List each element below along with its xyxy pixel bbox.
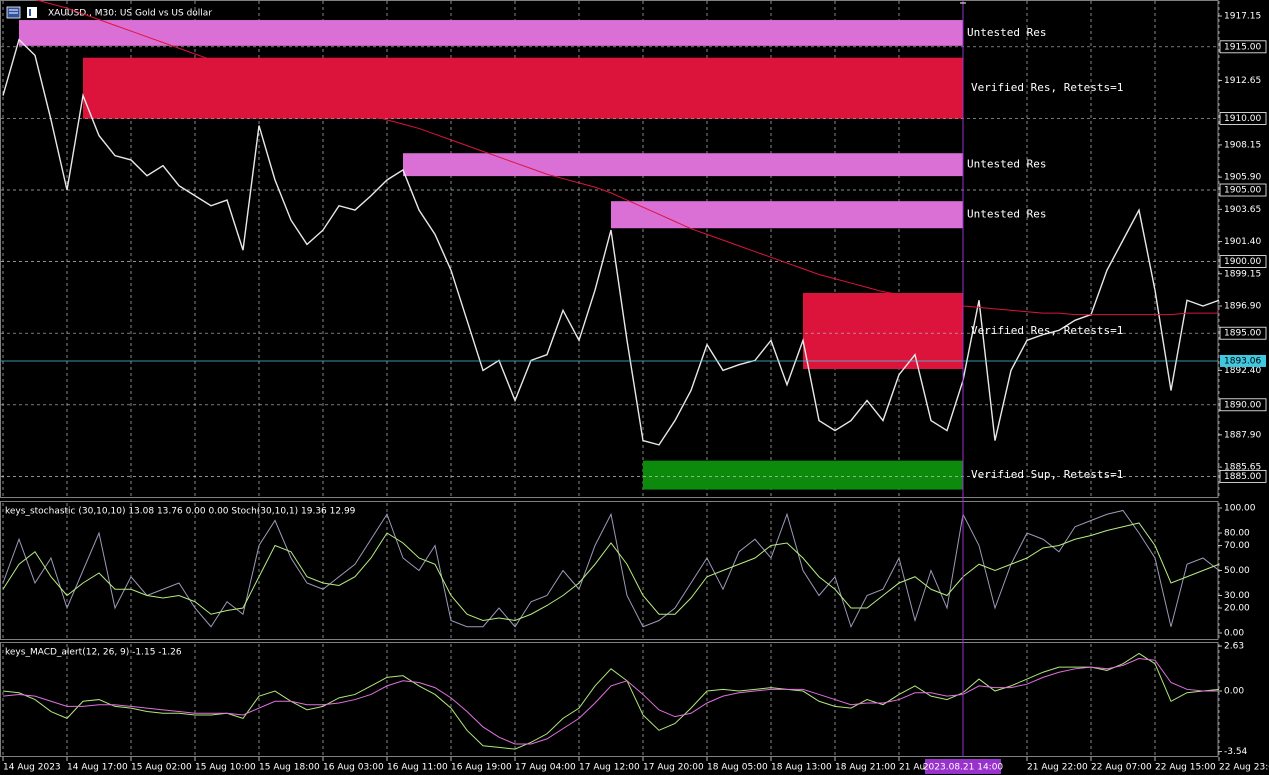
level-label: 1895.00: [1224, 329, 1261, 339]
y-tick-label: 70.00: [1224, 541, 1250, 551]
zone: [803, 292, 963, 369]
x-tick-label: 14 Aug 17:00: [67, 763, 128, 773]
zone-label: Untested Res: [967, 26, 1046, 39]
current-price-box: [1220, 354, 1266, 367]
x-tick-label: 18 Aug 21:00: [835, 763, 896, 773]
level-label: 1915.00: [1224, 42, 1261, 52]
y-tick-label: 0.00: [1224, 687, 1244, 697]
level-box: [1219, 40, 1267, 54]
symbol-icon: [6, 6, 37, 19]
series-line: [2, 522, 1220, 622]
y-tick-label: 1908.15: [1224, 140, 1261, 150]
x-tick-label: 17 Aug 20:00: [643, 763, 704, 773]
zone-label: Untested Res: [967, 158, 1046, 171]
zone: [643, 460, 963, 490]
y-tick-label: 80.00: [1224, 529, 1250, 539]
level-label: 1910.00: [1224, 114, 1261, 124]
level-box: [1219, 112, 1267, 125]
x-tick-label: 15 Aug 02:00: [131, 763, 192, 773]
crosshair-time-label: 2023.08.21 14:00: [923, 763, 1004, 773]
y-tick-label: 2.63: [1224, 642, 1244, 652]
level-label: 1885.00: [1224, 472, 1261, 482]
zone-label: Untested Res: [967, 208, 1046, 221]
x-tick-label: 21 Aug 22:00: [1027, 763, 1088, 773]
zone-label: Verified Sup, Retests=1: [971, 468, 1123, 481]
y-tick-label: 1917.15: [1224, 12, 1261, 22]
x-tick-label: 16 Aug 19:00: [451, 763, 512, 773]
symbol-title: XAUUSD., M30: US Gold vs US dollar: [48, 9, 212, 19]
current-price-label: 1893.06: [1224, 356, 1261, 366]
x-tick-label: 14 Aug 2023: [3, 763, 61, 773]
y-tick-label: 1892.40: [1224, 366, 1261, 376]
y-tick-label: 1903.65: [1224, 205, 1261, 215]
series-line: [2, 38, 1220, 446]
x-tick-label: 16 Aug 03:00: [323, 763, 384, 773]
y-tick-label: 1899.15: [1224, 269, 1261, 279]
y-tick-label: 0.00: [1224, 629, 1244, 639]
series-line: [2, 658, 1219, 745]
zone-label: Verified Res, Retests=1: [971, 324, 1123, 337]
y-tick-label: 1905.90: [1224, 173, 1261, 183]
series-line: [2, 509, 1220, 629]
y-tick-label: 1887.90: [1224, 430, 1261, 440]
x-tick-label: 17 Aug 04:00: [515, 763, 576, 773]
indicator-title: keys_stochastic (30,10,10) 13.08 13.76 0…: [5, 507, 356, 517]
x-tick-label: 22 Aug 23:00: [1219, 763, 1269, 773]
x-tick-label: 18 Aug 13:00: [771, 763, 832, 773]
level-label: 1890.00: [1224, 400, 1261, 410]
level-box: [1219, 469, 1267, 483]
series-line: [34, 0, 1219, 316]
y-tick-label: -3.54: [1224, 747, 1248, 757]
level-box: [1219, 183, 1267, 197]
level-box: [1219, 255, 1267, 269]
zone: [403, 153, 963, 177]
y-tick-label: 20.00: [1224, 604, 1250, 614]
x-tick-label: 15 Aug 18:00: [259, 763, 320, 773]
x-tick-label: 21 Aug: [899, 763, 931, 773]
macd-pane-frame: [0, 642, 1219, 757]
series-line: [2, 652, 1220, 750]
indicator-title: keys_MACD_alert(12, 26, 9) -1.15 -1.26: [5, 648, 182, 658]
level-box: [1219, 326, 1267, 340]
y-tick-label: 30.00: [1224, 591, 1250, 601]
y-tick-label: 1885.65: [1224, 463, 1261, 473]
crosshair-time-box: [925, 759, 1001, 774]
x-tick-label: 15 Aug 10:00: [195, 763, 256, 773]
x-tick-label: 16 Aug 11:00: [387, 763, 448, 773]
y-tick-label: 1896.90: [1224, 301, 1261, 311]
x-tick-label: 22 Aug 07:00: [1091, 763, 1152, 773]
y-tick-label: 50.00: [1224, 566, 1250, 576]
zone: [19, 20, 963, 46]
zone: [611, 201, 963, 229]
level-label: 1905.00: [1224, 186, 1261, 196]
x-tick-label: 18 Aug 05:00: [707, 763, 768, 773]
y-tick-label: 1901.40: [1224, 237, 1261, 247]
zone-label: Verified Res, Retests=1: [971, 81, 1123, 94]
y-tick-label: 100.00: [1224, 504, 1256, 514]
price-pane-frame: [0, 0, 1219, 498]
zone: [83, 57, 963, 119]
x-tick-label: 22 Aug 15:00: [1155, 763, 1216, 773]
x-tick-label: 17 Aug 12:00: [579, 763, 640, 773]
level-label: 1900.00: [1224, 257, 1261, 267]
level-box: [1219, 398, 1267, 412]
y-tick-label: 1912.65: [1224, 76, 1261, 86]
